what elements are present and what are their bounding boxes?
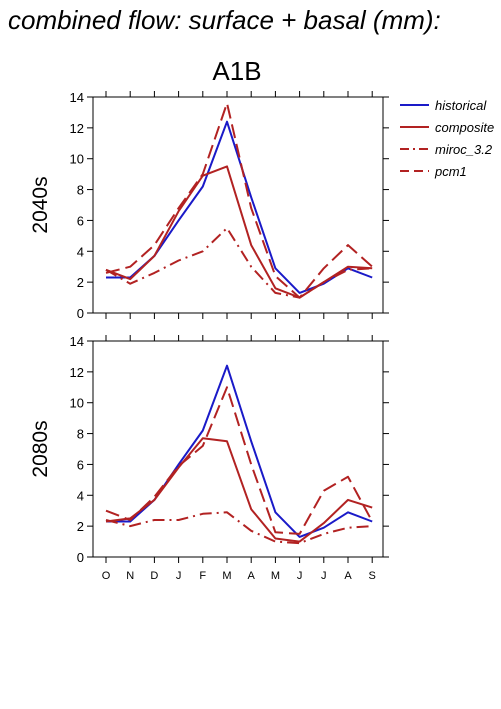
legend-label: pcm1 (434, 164, 467, 179)
x-tick-label: A (248, 570, 256, 582)
plot-frame (92, 96, 384, 314)
x-tick-label: S (369, 570, 376, 582)
y-tick-label: 12 (70, 365, 84, 380)
x-tick-label: D (150, 570, 158, 582)
series-line-pcm1 (105, 386, 374, 535)
y-tick-label: 10 (70, 152, 84, 167)
series-line-historical (106, 364, 373, 538)
y-tick-label: 10 (70, 396, 84, 411)
x-tick-label: J (297, 570, 303, 582)
series-line-miroc_3.2 (105, 511, 373, 545)
panel-label: 2040s (29, 176, 52, 233)
x-tick-label: A (344, 570, 352, 582)
series-line-miroc_3.2 (105, 227, 373, 299)
x-tick-label: M (271, 570, 280, 582)
y-tick-label: 12 (70, 121, 84, 136)
chart-title: combined flow: surface + basal (mm): (8, 5, 441, 35)
x-tick-label: J (176, 570, 182, 582)
panel-label: 2080s (29, 420, 52, 477)
x-tick-label: M (222, 570, 231, 582)
legend-item-pcm1: pcm1 (400, 164, 467, 179)
x-tick-label: N (126, 570, 134, 582)
y-tick-label: 6 (77, 213, 84, 228)
y-tick-label: 14 (70, 334, 84, 349)
legend-item-miroc_3.2: miroc_3.2 (400, 142, 493, 157)
y-tick-label: 0 (77, 550, 84, 565)
y-tick-label: 8 (77, 183, 84, 198)
y-tick-label: 14 (70, 90, 84, 105)
legend-item-composite: composite (400, 120, 494, 135)
y-tick-label: 2 (77, 519, 84, 534)
legend-item-historical: historical (400, 98, 487, 113)
legend-label: miroc_3.2 (435, 142, 493, 157)
x-tick-label: O (102, 570, 111, 582)
panels: 0 2 4 6 8 10 12 14 2040s 0 2 4 6 8 10 12 14 O N D J F M A M J J A S 2… (29, 90, 389, 582)
panel-2040s: 0 2 4 6 8 10 12 14 2040s (29, 90, 389, 321)
panel-2080s: 0 2 4 6 8 10 12 14 O N D J F M A M J J A S 2080s (29, 334, 389, 582)
x-tick-label: J (321, 570, 327, 582)
legend-label: composite (435, 120, 494, 135)
legend: historical composite miroc_3.2 pcm1 (400, 98, 494, 179)
plot-frame (92, 340, 384, 558)
series-line-composite (105, 165, 373, 299)
series-line-pcm1 (105, 102, 373, 299)
series-line-composite (105, 437, 373, 543)
legend-label: historical (435, 98, 487, 113)
x-tick-label: F (199, 570, 206, 582)
y-tick-label: 4 (77, 244, 84, 259)
y-tick-label: 6 (77, 457, 84, 472)
y-tick-label: 8 (77, 427, 84, 442)
scenario-title: A1B (212, 56, 261, 86)
y-tick-label: 4 (77, 488, 84, 503)
y-tick-label: 2 (77, 275, 84, 290)
y-tick-label: 0 (77, 306, 84, 321)
